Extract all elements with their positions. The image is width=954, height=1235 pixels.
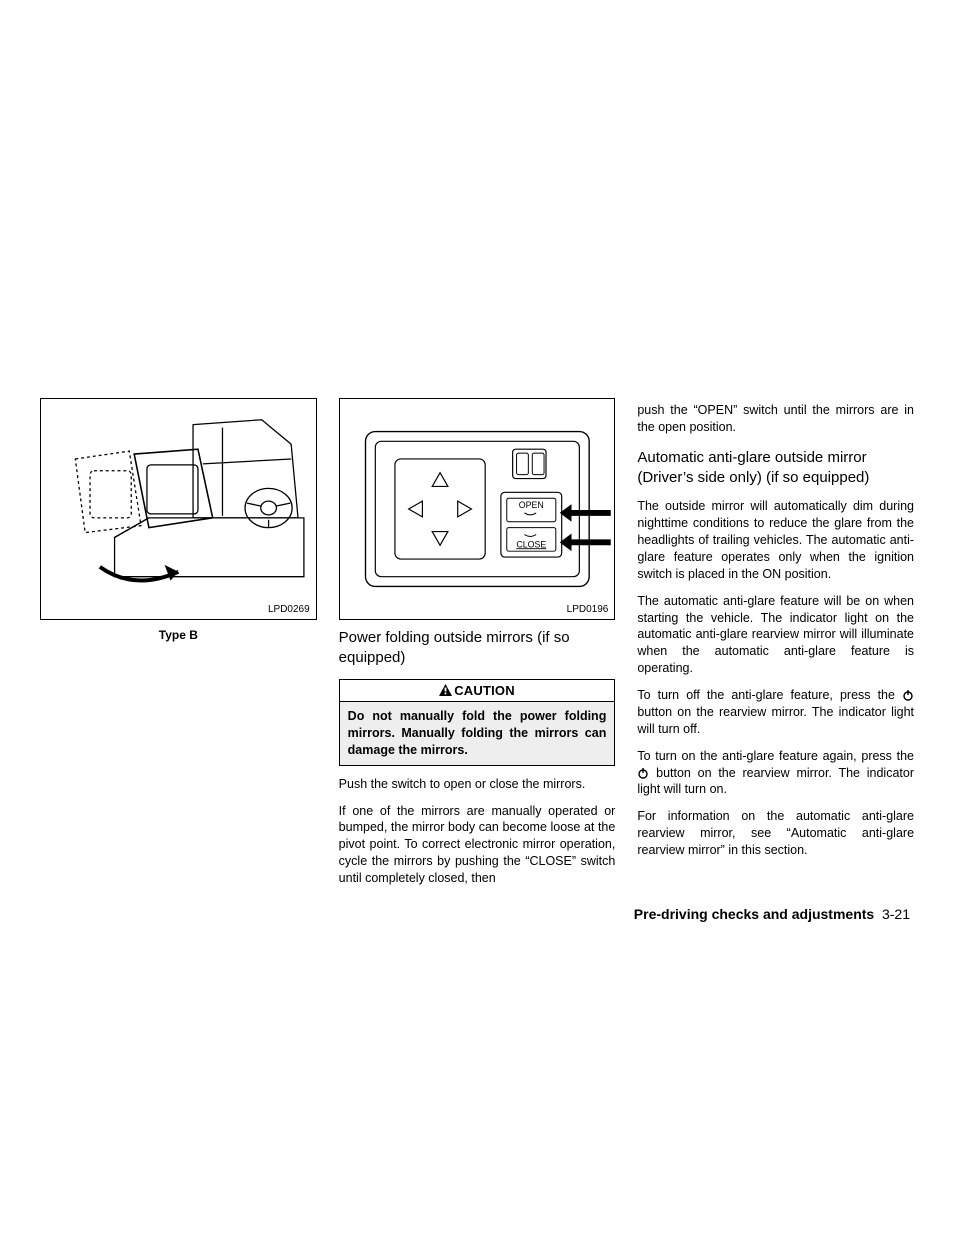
para-text: To turn on the anti-glare feature again,… <box>637 749 914 763</box>
para-text: button on the rearview mirror. The indic… <box>637 766 914 797</box>
figure-switch-panel-art: OPEN CLOSE <box>340 399 615 619</box>
column-left: LPD0269 Type B <box>40 398 317 887</box>
power-icon <box>637 767 649 779</box>
content-columns: LPD0269 Type B <box>40 398 914 887</box>
footer-page: 3-21 <box>882 906 910 922</box>
figure-mirror-fold: LPD0269 <box>40 398 317 620</box>
caution-header: CAUTION <box>339 679 616 702</box>
para: The outside mirror will automatically di… <box>637 498 914 582</box>
svg-text:CLOSE: CLOSE <box>516 539 546 549</box>
figure-mirror-fold-art <box>41 399 316 619</box>
subheading-power-folding: Power folding outside mirrors (if so equ… <box>339 628 616 667</box>
para: For information on the automatic anti-gl… <box>637 808 914 859</box>
para: push the “OPEN” switch until the mirrors… <box>637 402 914 436</box>
page-footer: Pre-driving checks and adjustments 3-21 <box>634 906 910 922</box>
para-text: button on the rearview mirror. The indic… <box>637 705 914 736</box>
power-icon <box>902 689 914 701</box>
page: LPD0269 Type B <box>0 0 954 1235</box>
figure-code: LPD0196 <box>567 604 609 615</box>
para: Push the switch to open or close the mir… <box>339 776 616 793</box>
caution-label: CAUTION <box>454 683 515 698</box>
para: If one of the mirrors are manually opera… <box>339 803 616 887</box>
subheading-anti-glare: Automatic anti-glare outside mirror (Dri… <box>637 448 914 489</box>
para: To turn off the anti-glare feature, pres… <box>637 687 914 738</box>
footer-section: Pre-driving checks and adjustments <box>634 906 874 922</box>
figure-code: LPD0269 <box>268 604 310 615</box>
figure-caption-type-b: Type B <box>40 628 317 642</box>
warning-icon <box>439 684 452 696</box>
para-text: To turn off the anti-glare feature, pres… <box>637 688 902 702</box>
figure-switch-panel: OPEN CLOSE LPD0196 <box>339 398 616 620</box>
para: To turn on the anti-glare feature again,… <box>637 748 914 799</box>
para: The automatic anti-glare feature will be… <box>637 593 914 677</box>
caution-body: Do not manually fold the power folding m… <box>339 702 616 766</box>
column-right: push the “OPEN” switch until the mirrors… <box>637 398 914 887</box>
column-middle: OPEN CLOSE LPD0196 Power folding outside… <box>339 398 616 887</box>
svg-text:OPEN: OPEN <box>518 500 543 510</box>
